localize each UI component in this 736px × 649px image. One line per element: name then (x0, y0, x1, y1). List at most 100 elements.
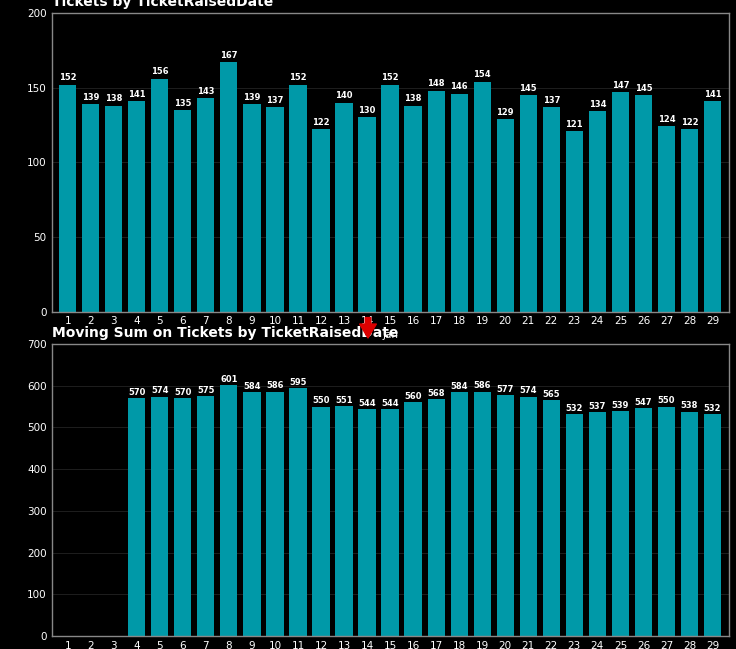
Bar (289, 388, 307, 636)
Text: 137: 137 (266, 96, 283, 104)
Text: 145: 145 (634, 84, 652, 93)
Bar (336, 406, 353, 636)
Bar (473, 391, 491, 636)
Text: 532: 532 (704, 404, 721, 413)
Text: 574: 574 (151, 386, 169, 395)
Text: 139: 139 (243, 93, 261, 102)
Bar (220, 386, 238, 636)
Text: 148: 148 (428, 79, 445, 88)
Text: 577: 577 (497, 385, 514, 394)
Text: 156: 156 (151, 67, 169, 77)
Text: 586: 586 (473, 381, 491, 390)
Text: 575: 575 (197, 386, 215, 395)
Bar (658, 406, 675, 636)
Text: 574: 574 (520, 386, 537, 395)
Text: 122: 122 (681, 118, 698, 127)
Bar (381, 409, 399, 636)
Text: 547: 547 (634, 398, 652, 406)
Text: 537: 537 (589, 402, 606, 411)
Bar (289, 84, 307, 312)
Text: 550: 550 (312, 397, 330, 405)
Bar (589, 112, 606, 312)
Bar (174, 110, 191, 312)
Text: 544: 544 (381, 398, 399, 408)
Text: 2018: 2018 (377, 351, 403, 361)
Text: Jan: Jan (382, 330, 398, 340)
Text: 122: 122 (312, 118, 330, 127)
Text: 146: 146 (450, 82, 468, 92)
Text: 565: 565 (542, 390, 560, 399)
Bar (82, 104, 99, 312)
Bar (542, 400, 560, 636)
Text: 145: 145 (520, 84, 537, 93)
Text: 570: 570 (174, 388, 191, 397)
Bar (520, 397, 537, 636)
Bar (704, 101, 721, 312)
Text: 124: 124 (658, 115, 675, 124)
Text: 584: 584 (243, 382, 261, 391)
Text: 544: 544 (358, 398, 376, 408)
Text: 140: 140 (336, 92, 353, 101)
Bar (59, 84, 77, 312)
Text: 152: 152 (289, 73, 307, 82)
Text: 560: 560 (404, 392, 422, 401)
Bar (244, 104, 261, 312)
Bar (105, 106, 122, 312)
Text: 135: 135 (174, 99, 191, 108)
Bar (589, 412, 606, 636)
Bar (220, 62, 238, 312)
Text: 152: 152 (381, 73, 399, 82)
Bar (542, 107, 560, 312)
Bar (197, 98, 214, 312)
Bar (151, 397, 169, 636)
Text: 147: 147 (612, 81, 629, 90)
Bar (266, 107, 283, 312)
Text: 143: 143 (197, 87, 215, 96)
Text: 550: 550 (658, 397, 675, 405)
Text: 167: 167 (220, 51, 238, 60)
Bar (128, 101, 146, 312)
Text: 568: 568 (428, 389, 445, 398)
Text: 538: 538 (681, 401, 698, 410)
Bar (358, 117, 375, 312)
Bar (566, 414, 583, 636)
Bar (520, 95, 537, 312)
Text: 532: 532 (565, 404, 583, 413)
Bar (312, 129, 330, 312)
Bar (634, 95, 652, 312)
Text: 138: 138 (105, 94, 122, 103)
Text: 539: 539 (612, 401, 629, 410)
Text: 137: 137 (542, 96, 560, 104)
Bar (428, 399, 445, 636)
Text: 586: 586 (266, 381, 283, 390)
Bar (497, 119, 514, 312)
Bar (450, 393, 468, 636)
Bar (336, 103, 353, 312)
Bar (612, 92, 629, 312)
Bar (704, 414, 721, 636)
Text: 139: 139 (82, 93, 99, 102)
Bar (566, 131, 583, 312)
Bar (151, 79, 169, 312)
Text: 152: 152 (59, 73, 77, 82)
Bar (128, 398, 146, 636)
Text: 551: 551 (335, 396, 353, 405)
Bar (497, 395, 514, 636)
Bar (681, 411, 698, 636)
Text: Tickets by TicketRaisedDate: Tickets by TicketRaisedDate (52, 0, 273, 9)
Text: 121: 121 (565, 119, 583, 129)
Text: 141: 141 (704, 90, 721, 99)
Bar (244, 393, 261, 636)
Text: 129: 129 (497, 108, 514, 117)
Bar (266, 391, 283, 636)
Bar (681, 129, 698, 312)
Bar (450, 93, 468, 312)
Bar (405, 402, 422, 636)
Text: 570: 570 (128, 388, 146, 397)
Bar (381, 84, 399, 312)
Bar (312, 406, 330, 636)
Bar (612, 411, 629, 636)
Bar (174, 398, 191, 636)
Bar (358, 409, 375, 636)
Bar (428, 91, 445, 312)
